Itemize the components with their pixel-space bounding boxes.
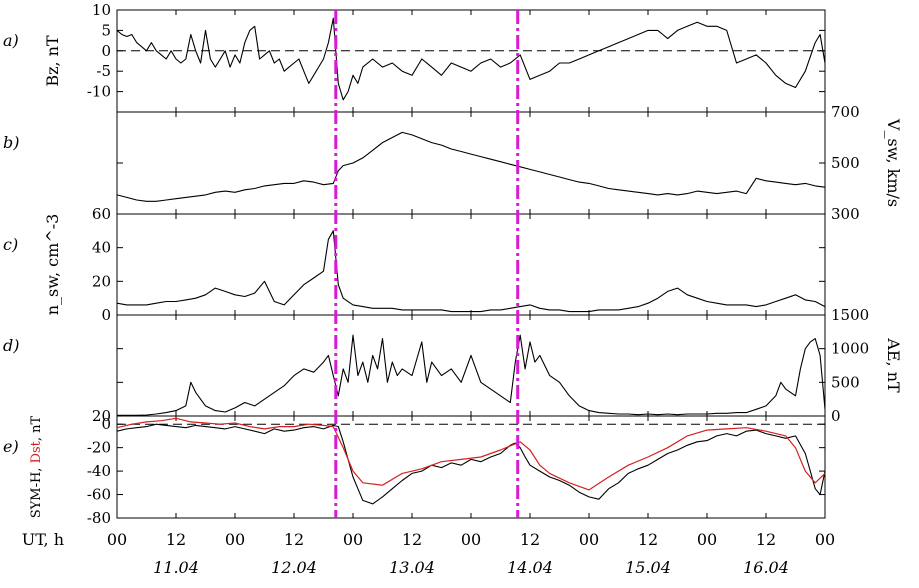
panel-2: 300 500 700 b) V_sw, km/s [3,103,903,223]
panel-frame [116,314,826,417]
x-axis-label: UT, h [22,530,64,549]
y-axis-label-part: SYM-H, [29,463,44,518]
panel-letter: b) [3,133,19,152]
y-tick-label: -80 [87,509,111,527]
y-tick-label: 500 [831,154,860,172]
x-tick-label: 12 [284,530,304,549]
series-line [116,17,826,101]
x-tick-label: 00 [225,530,245,549]
panel-letter: d) [3,336,19,355]
event-lines [334,10,520,518]
x-tick-label: 00 [815,530,835,549]
series-dst [116,417,826,491]
y-tick-label: 500 [831,373,860,391]
date-label: 14.04 [507,558,553,577]
x-tick-label: 00 [579,530,599,549]
x-tick-label: 00 [461,530,481,549]
y-axis-label-part: Dst [29,440,44,463]
y-tick-label: 5 [101,21,111,39]
series-line [116,131,826,202]
date-label: 16.04 [743,558,789,577]
y-tick-label: 20 [92,407,111,425]
panel-letter: e) [3,437,19,456]
date-label: 13.04 [389,558,435,577]
y-axis-label: Bz, nT [43,35,62,87]
panel-frame [116,9,826,113]
x-tick-label: 12 [166,530,186,549]
y-tick-label: 300 [831,205,860,223]
panel-letter: c) [3,235,18,254]
panel-letter: a) [3,31,19,50]
panel-3: 0 20 40 60 c) n_sw, cm^-3 [3,205,826,324]
y-tick-label: 60 [92,205,111,223]
series-line [117,334,826,416]
x-axis: UT, h 00 12 00 12 00 12 00 12 00 12 00 12 00 11.04 12.… [22,530,835,577]
x-tick-label: 12 [520,530,540,549]
panel-4: 0 500 1000 1500 20 d) AE, nT [3,306,903,425]
series-line [116,230,826,313]
x-tick-label: 00 [343,530,363,549]
panel-frame [116,111,826,215]
date-label: 12.04 [271,558,317,577]
y-axis-label: AE, nT [884,337,903,393]
x-tick-label: 00 [697,530,717,549]
y-tick-label: 0 [101,42,111,60]
y-axis-label: SYM-H, Dst, nT [29,415,44,518]
y-tick-label: 0 [101,415,111,433]
y-tick-label: 1500 [831,306,869,324]
y-tick-label: 0 [101,306,111,324]
y-axis-label: n_sw, cm^-3 [43,214,62,316]
y-tick-label: 1000 [831,340,869,358]
panel-1: -10 -5 0 5 10 a) Bz, nT [3,1,826,113]
panel-frame [116,415,826,519]
y-tick-label: 700 [831,103,860,121]
y-axis-label-part: , nT [29,415,44,441]
y-tick-label: 10 [92,1,111,19]
x-tick-label: 12 [756,530,776,549]
x-tick-label: 12 [402,530,422,549]
y-tick-label: -20 [87,439,111,457]
y-tick-label: -60 [87,486,111,504]
y-tick-label: 20 [92,272,111,290]
y-tick-label: -10 [87,83,111,101]
panel-frame [116,213,826,316]
x-tick-label: 12 [638,530,658,549]
y-tick-label: -40 [87,462,111,480]
panel-5: -80 -60 -40 -20 0 e) SYM-H, Dst, nT [3,415,826,527]
x-tick-label: 00 [107,530,127,549]
y-axis-label: V_sw, km/s [884,118,903,207]
series-sym-h [116,423,826,505]
date-label: 15.04 [625,558,671,577]
y-tick-label: -5 [96,62,111,80]
date-label: 11.04 [153,558,199,577]
y-tick-label: 0 [831,407,841,425]
y-tick-label: 40 [92,239,111,257]
